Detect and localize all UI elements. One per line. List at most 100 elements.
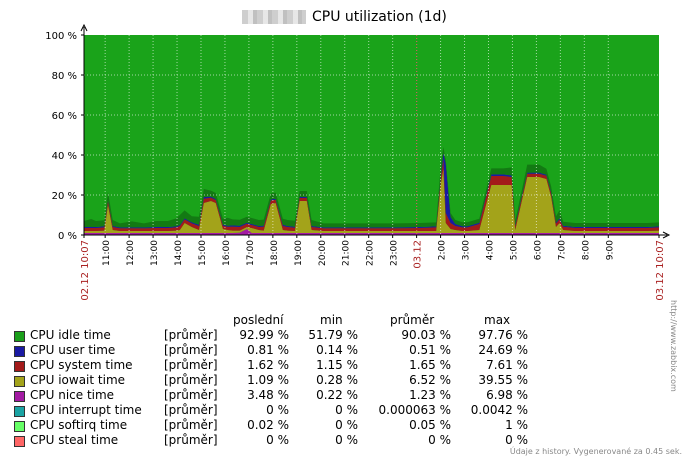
legend-header: min — [320, 313, 343, 327]
x-tick-label: 18:00 — [270, 240, 280, 266]
legend-cell: 51.79 % — [308, 328, 358, 342]
legend-cell: CPU system time — [30, 358, 133, 372]
legend-cell: 0.02 % — [247, 418, 289, 432]
legend-cell: CPU interrupt time — [30, 403, 142, 417]
y-tick-label: 0 % — [58, 231, 77, 242]
x-tick-label: 17:00 — [246, 240, 256, 266]
legend-cell: CPU iowait time — [30, 373, 126, 387]
x-tick-label: 03.12 10:07 — [655, 240, 666, 301]
x-tick-label: 21:00 — [342, 240, 352, 266]
legend-cell: [průměr] — [164, 388, 218, 402]
x-tick-label: 19:00 — [294, 240, 304, 266]
legend-cell: 0 % — [335, 433, 358, 447]
footer-note: Údaje z history. Vygenerované za 0.45 se… — [509, 447, 682, 456]
legend-header: průměr — [390, 313, 435, 327]
legend-cell: 0.81 % — [247, 343, 289, 357]
x-tick-label: 13:00 — [150, 240, 160, 266]
legend-cell: 0.05 % — [409, 418, 451, 432]
redacted-host-name — [242, 10, 306, 24]
legend-cell: [průměr] — [164, 328, 218, 342]
legend-cell: [průměr] — [164, 418, 218, 432]
legend-cell: 1.62 % — [247, 358, 289, 372]
legend-swatch — [14, 346, 25, 357]
legend-cell: 0.14 % — [316, 343, 358, 357]
legend-cell: 1.09 % — [247, 373, 289, 387]
legend-swatch — [14, 421, 25, 432]
x-tick-label: 11:00 — [102, 240, 112, 266]
legend-header: poslední — [233, 313, 284, 327]
legend-cell: 0.22 % — [316, 388, 358, 402]
y-tick-label: 60 % — [52, 111, 77, 122]
legend-cell: 0 % — [335, 418, 358, 432]
legend-cell: 39.55 % — [478, 373, 528, 387]
legend-cell: CPU idle time — [30, 328, 111, 342]
legend-cell: 0 % — [335, 403, 358, 417]
x-tick-label: 4:00 — [485, 240, 495, 260]
legend-cell: 0.000063 % — [378, 403, 451, 417]
legend-cell: CPU softirq time — [30, 418, 128, 432]
area-nice — [84, 229, 659, 235]
legend-cell: 6.98 % — [486, 388, 528, 402]
y-tick-label: 100 % — [45, 31, 77, 42]
legend-cell: 1.65 % — [409, 358, 451, 372]
legend-swatch — [14, 391, 25, 402]
plot-area — [84, 35, 659, 235]
y-tick-label: 80 % — [52, 71, 77, 82]
zabbix-watermark: http://www.zabbix.com — [669, 300, 678, 392]
chart-title: CPU utilization (1d) — [312, 9, 447, 25]
legend-cell: [průměr] — [164, 358, 218, 372]
x-tick-label: 3:00 — [462, 240, 472, 260]
legend-cell: [průměr] — [164, 433, 218, 447]
x-tick-label: 02.12 10:07 — [80, 240, 91, 301]
x-axis-arrow — [662, 231, 671, 239]
legend-cell: 0 % — [428, 433, 451, 447]
legend-swatch — [14, 361, 25, 372]
x-tick-label: 20:00 — [318, 240, 328, 266]
y-tick-label: 40 % — [52, 151, 77, 162]
x-tick-label: 6:00 — [533, 240, 543, 260]
legend-cell: 0 % — [505, 433, 528, 447]
x-tick-label: 7:00 — [557, 240, 567, 260]
x-tick-label: 23:00 — [390, 240, 400, 266]
legend-swatch — [14, 406, 25, 417]
x-tick-label: 12:00 — [126, 240, 136, 266]
legend-cell: 6.52 % — [409, 373, 451, 387]
area-iowait — [84, 169, 659, 233]
legend-cell: 90.03 % — [401, 328, 451, 342]
legend-cell: [průměr] — [164, 403, 218, 417]
legend-cell: 0 % — [266, 403, 289, 417]
legend-cell: 92.99 % — [239, 328, 289, 342]
legend-cell: 0.51 % — [409, 343, 451, 357]
x-tick-label: 03.12 — [413, 240, 424, 269]
legend-cell: 97.76 % — [478, 328, 528, 342]
legend-cell: CPU steal time — [30, 433, 119, 447]
legend-cell: 1.23 % — [409, 388, 451, 402]
legend-swatch — [14, 436, 25, 447]
legend-cell: 7.61 % — [486, 358, 528, 372]
x-tick-label: 15:00 — [198, 240, 208, 266]
legend-swatch — [14, 376, 25, 387]
legend-cell: [průměr] — [164, 373, 218, 387]
legend-cell: CPU user time — [30, 343, 116, 357]
legend-cell: 3.48 % — [247, 388, 289, 402]
legend-cell: CPU nice time — [30, 388, 115, 402]
y-tick-label: 20 % — [52, 191, 77, 202]
legend-cell: [průměr] — [164, 343, 218, 357]
x-tick-label: 22:00 — [366, 240, 376, 266]
legend-cell: 1.15 % — [316, 358, 358, 372]
x-tick-label: 2:00 — [438, 240, 448, 260]
x-tick-label: 16:00 — [222, 240, 232, 266]
x-tick-label: 5:00 — [509, 240, 519, 260]
legend-header: max — [484, 313, 511, 327]
legend-swatch — [14, 331, 25, 342]
legend-cell: 24.69 % — [478, 343, 528, 357]
x-tick-label: 8:00 — [581, 240, 591, 260]
legend-cell: 0.0042 % — [470, 403, 528, 417]
legend-cell: 1 % — [505, 418, 528, 432]
x-tick-label: 14:00 — [174, 240, 184, 266]
legend-cell: 0.28 % — [316, 373, 358, 387]
y-axis-arrow — [80, 23, 88, 32]
legend-cell: 0 % — [266, 433, 289, 447]
x-tick-label: 9:00 — [605, 240, 615, 260]
